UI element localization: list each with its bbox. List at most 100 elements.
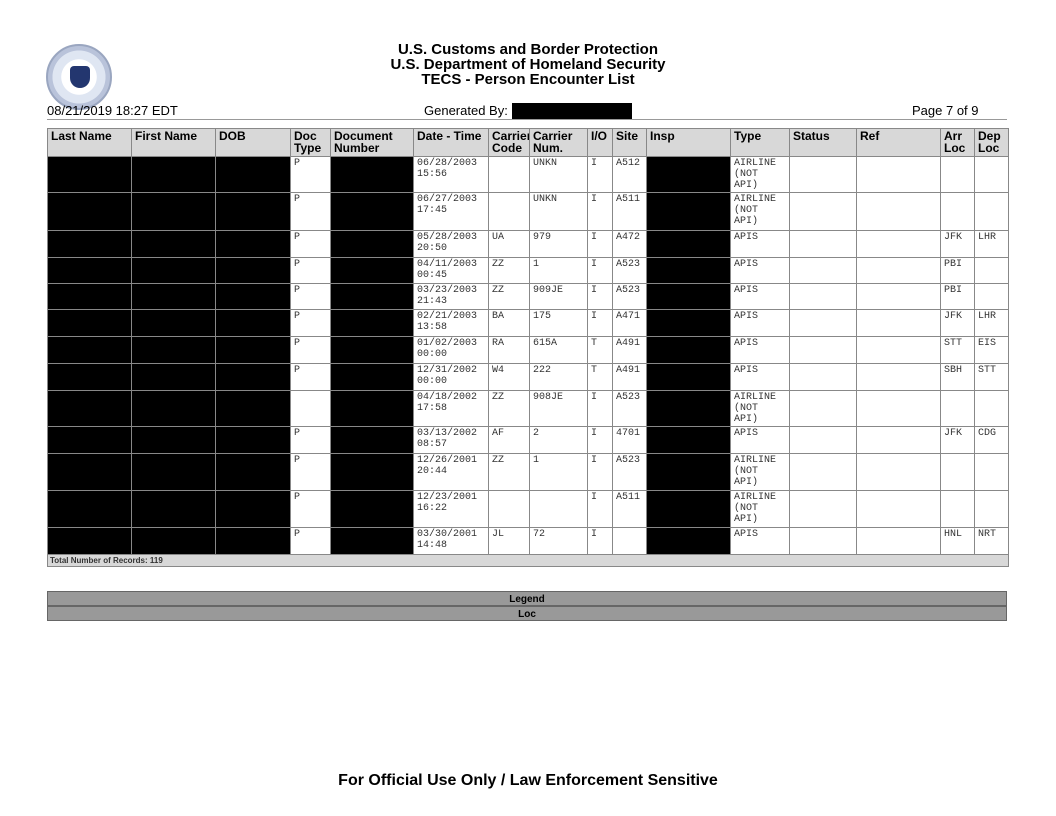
table-row: P 12/26/2001 20:44 ZZ 1 I A523 AIRLINE (NOT AP… (47, 453, 1009, 491)
table-cell (940, 390, 975, 427)
table-cell: I (587, 453, 613, 491)
table-cell: I (587, 490, 613, 528)
column-header: Insp (646, 128, 731, 157)
redacted-cell (215, 309, 291, 337)
table-cell (290, 390, 331, 427)
table-cell (856, 390, 941, 427)
table-cell (488, 156, 530, 193)
table-cell: P (290, 426, 331, 454)
table-row: P 06/28/2003 15:56 UNKN I A512 AIRLINE (NOT A… (47, 156, 1009, 193)
table-cell: P (290, 192, 331, 231)
table-cell (789, 230, 857, 258)
column-header: Site (612, 128, 647, 157)
table-cell: A471 (612, 309, 647, 337)
redacted-cell (330, 453, 414, 491)
redacted-cell (215, 257, 291, 284)
table-cell: RA (488, 336, 530, 364)
table-cell (974, 490, 1009, 528)
redacted-cell (131, 426, 216, 454)
redacted-cell (215, 390, 291, 427)
table-cell (529, 490, 588, 528)
redacted-cell (47, 363, 132, 391)
redacted-cell (330, 309, 414, 337)
table-cell: 979 (529, 230, 588, 258)
redacted-cell (330, 527, 414, 555)
table-cell: APIS (730, 527, 790, 555)
table-cell (856, 257, 941, 284)
table-cell: JFK (940, 426, 975, 454)
column-header: Date - Time (413, 128, 489, 157)
table-cell: LHR (974, 309, 1009, 337)
table-cell: I (587, 156, 613, 193)
table-row: 04/18/2002 17:58 ZZ 908JE I A523 AIRLINE (NOT… (47, 390, 1009, 427)
redacted-cell (330, 257, 414, 284)
column-header: Arr Loc (940, 128, 975, 157)
redacted-cell (47, 192, 132, 231)
table-row: P 03/23/2003 21:43 ZZ 909JE I A523 APIS PBI (47, 283, 1009, 310)
redacted-cell (215, 426, 291, 454)
table-cell: 01/02/2003 00:00 (413, 336, 489, 364)
table-cell: 615A (529, 336, 588, 364)
table-row: P 06/27/2003 17:45 UNKN I A511 AIRLINE (NOT A… (47, 192, 1009, 231)
table-cell: P (290, 283, 331, 310)
table-cell: PBI (940, 283, 975, 310)
table-cell: PBI (940, 257, 975, 284)
table-cell: 1 (529, 453, 588, 491)
redacted-cell (330, 192, 414, 231)
table-cell: W4 (488, 363, 530, 391)
table-cell: 06/27/2003 17:45 (413, 192, 489, 231)
table-cell: 02/21/2003 13:58 (413, 309, 489, 337)
table-cell: P (290, 309, 331, 337)
redacted-cell (215, 490, 291, 528)
column-header: Carrier Code (488, 128, 530, 157)
redacted-cell (646, 283, 731, 310)
redacted-generated-by (512, 103, 632, 119)
redacted-cell (215, 363, 291, 391)
table-cell (856, 453, 941, 491)
column-header: Status (789, 128, 857, 157)
column-header: Last Name (47, 128, 132, 157)
table-cell: I (587, 257, 613, 284)
table-cell: SBH (940, 363, 975, 391)
table-cell: P (290, 363, 331, 391)
table-cell: A511 (612, 192, 647, 231)
table-cell (856, 490, 941, 528)
table-cell: 04/11/2003 00:45 (413, 257, 489, 284)
table-cell: AIRLINE (NOT API) (730, 390, 790, 427)
redacted-cell (646, 192, 731, 231)
table-cell (789, 527, 857, 555)
redacted-cell (131, 527, 216, 555)
table-cell (856, 283, 941, 310)
table-cell: 2 (529, 426, 588, 454)
table-cell: APIS (730, 426, 790, 454)
table-cell (856, 336, 941, 364)
table-cell: UNKN (529, 156, 588, 193)
title-report: TECS - Person Encounter List (421, 71, 635, 88)
table-row: P 01/02/2003 00:00 RA 615A T A491 APIS STT EIS (47, 336, 1009, 364)
table-cell: 908JE (529, 390, 588, 427)
column-header: DOB (215, 128, 291, 157)
table-cell: P (290, 336, 331, 364)
table-cell: NRT (974, 527, 1009, 555)
table-cell: ZZ (488, 390, 530, 427)
table-cell (974, 156, 1009, 193)
table-cell: A523 (612, 257, 647, 284)
table-cell (974, 283, 1009, 310)
report-titles: U.S. Customs and Border Protection U.S. … (0, 42, 1056, 87)
redacted-cell (131, 453, 216, 491)
table-cell: P (290, 453, 331, 491)
table-cell: P (290, 257, 331, 284)
table-cell (940, 192, 975, 231)
redacted-cell (47, 257, 132, 284)
table-cell: STT (940, 336, 975, 364)
table-cell: I (587, 390, 613, 427)
table-row: P 12/31/2002 00:00 W4 222 T A491 APIS SBH STT (47, 363, 1009, 391)
column-header: I/O (587, 128, 613, 157)
column-header: Ref (856, 128, 941, 157)
table-cell: I (587, 426, 613, 454)
redacted-cell (646, 453, 731, 491)
redacted-cell (131, 283, 216, 310)
table-cell (488, 490, 530, 528)
table-cell (789, 390, 857, 427)
table-cell: P (290, 490, 331, 528)
